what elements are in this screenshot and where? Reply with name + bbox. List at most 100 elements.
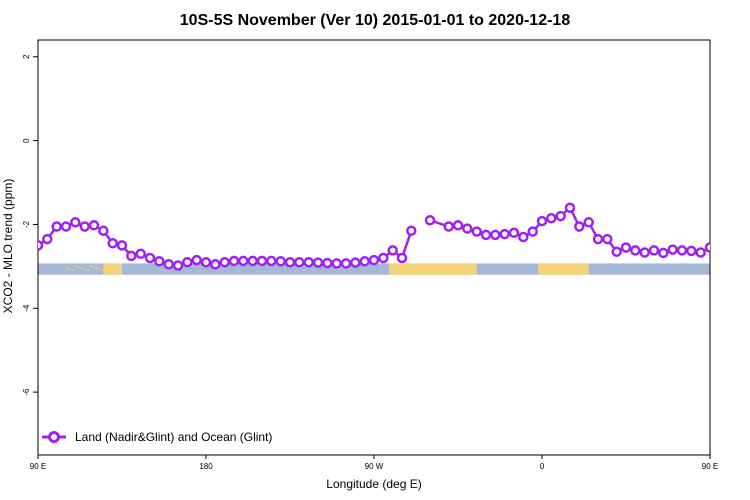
data-point: [480, 229, 492, 241]
data-point: [424, 215, 436, 226]
x-tick-label: 180: [199, 462, 213, 471]
data-point: [70, 217, 81, 228]
y-tick-label: 0: [22, 138, 31, 143]
land-speckle: [93, 266, 95, 269]
plot-area: 2 0 -2 -4 -6 90 E 180 90 W 0 90 E: [22, 39, 750, 471]
land-speckle: [96, 267, 98, 270]
data-point: [396, 252, 408, 264]
land-speckle: [72, 269, 74, 272]
data-point: [144, 252, 156, 264]
legend-label: Land (Nadir&Glint) and Ocean (Glint): [75, 430, 272, 444]
data-point: [284, 256, 296, 268]
data-point: [135, 248, 146, 260]
data-point: [275, 256, 286, 267]
y-axis-label: XCO2 - MLO trend (ppm): [1, 179, 15, 314]
data-point: [154, 256, 165, 267]
x-tick-label: 90 E: [702, 462, 718, 471]
data-point: [734, 223, 742, 231]
y-tick-label: -4: [22, 304, 31, 312]
data-point: [527, 226, 538, 237]
data-point: [98, 225, 109, 236]
data-point: [38, 240, 44, 251]
x-axis-label: Longitude (deg E): [326, 477, 421, 491]
data-point: [452, 220, 464, 231]
plot-frame: [37, 39, 711, 456]
data-point: [368, 254, 380, 266]
land-speckle: [81, 267, 83, 270]
data-point: [406, 225, 417, 236]
data-point: [350, 257, 361, 268]
data-point: [602, 233, 613, 245]
land-speckle: [99, 268, 101, 271]
data-point: [42, 233, 53, 245]
land-speckle: [102, 269, 104, 272]
data-point: [648, 245, 660, 256]
data-point: [163, 259, 174, 270]
y-tick-label: -2: [22, 220, 31, 228]
data-point: [620, 242, 632, 253]
data-point: [639, 247, 650, 258]
data-point: [592, 233, 604, 245]
series-group: [38, 202, 750, 271]
data-point: [471, 226, 482, 237]
data-point: [266, 255, 277, 267]
data-point: [676, 245, 688, 256]
data-point: [238, 255, 249, 267]
data-point: [294, 256, 305, 268]
y-tick-label: -6: [22, 388, 31, 396]
data-point: [247, 255, 258, 267]
data-point: [555, 210, 566, 222]
data-point: [499, 228, 510, 240]
data-point: [743, 218, 750, 226]
data-point: [322, 257, 333, 269]
land-speckle: [84, 268, 86, 271]
data-point: [256, 255, 268, 267]
data-point: [191, 254, 202, 266]
ocean-band: [38, 263, 710, 275]
data-point: [686, 245, 697, 257]
data-point: [312, 257, 324, 268]
data-point: [210, 259, 221, 270]
data-point: [658, 247, 669, 259]
data-point: [387, 245, 398, 256]
data-point: [462, 223, 473, 234]
y-tick-label: 2: [22, 54, 31, 59]
x-tick-label: 90 W: [365, 462, 384, 471]
data-point: [443, 221, 454, 232]
data-point: [378, 252, 389, 264]
land-speckle: [69, 268, 71, 271]
data-point: [536, 215, 548, 227]
land-band-segment: [388, 263, 477, 275]
data-point: [51, 221, 62, 232]
data-point: [564, 202, 576, 213]
data-point: [331, 258, 342, 269]
data-point: [704, 242, 710, 253]
data-point: [725, 223, 733, 231]
land-speckle: [90, 265, 92, 268]
land-speckle: [78, 266, 80, 269]
data-point: [359, 256, 370, 267]
data-point: [107, 238, 118, 249]
x-tick-label: 0: [540, 462, 545, 471]
data-point: [182, 256, 193, 268]
chart-title: 10S-5S November (Ver 10) 2015-01-01 to 2…: [180, 12, 571, 29]
data-point: [228, 255, 240, 267]
land-speckle: [75, 265, 77, 268]
data-point: [200, 256, 212, 268]
data-point: [546, 212, 557, 224]
land-band-segment: [103, 263, 122, 275]
data-point: [60, 221, 72, 232]
land-speckle: [66, 267, 68, 270]
data-point: [574, 221, 585, 232]
data-point: [219, 256, 230, 268]
data-point: [126, 250, 137, 262]
data-point: [490, 229, 501, 241]
land-band-segment: [538, 263, 589, 275]
x-tick-label: 90 E: [30, 462, 46, 471]
data-point: [630, 245, 641, 256]
legend-marker-swatch: [48, 431, 60, 443]
data-point: [303, 256, 314, 268]
data-point: [340, 258, 352, 269]
data-point: [583, 217, 594, 228]
